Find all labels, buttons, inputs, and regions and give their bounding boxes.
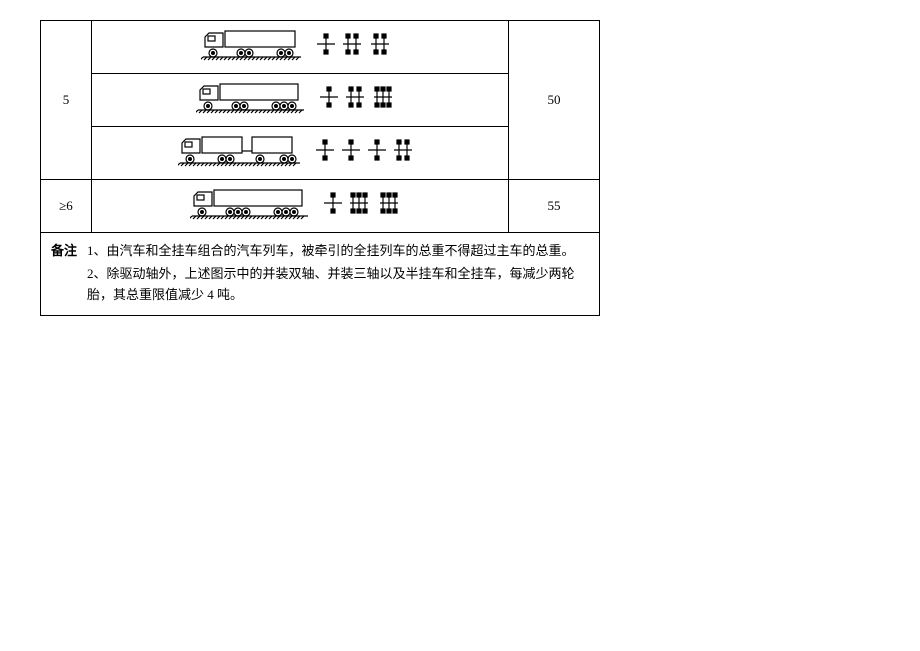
- weight-limit: 55: [509, 180, 600, 233]
- note-item: 2、除驱动轴外，上述图示中的并装双轴、并装三轴以及半挂车和全挂车，每减少两轮胎，…: [87, 264, 589, 306]
- vehicle-diagrams: [92, 21, 509, 180]
- truck-icon: [201, 27, 305, 67]
- axle-icon: [314, 138, 422, 168]
- weight-limit: 50: [509, 21, 600, 180]
- note-item: 1、由汽车和全挂车组合的汽车列车，被牵引的全挂列车的总重不得超过主车的总重。: [87, 241, 589, 262]
- truck-icon: [190, 186, 312, 226]
- truck-icon: [178, 133, 304, 173]
- vehicle-diagrams: [92, 180, 509, 233]
- axle-icon: [315, 32, 399, 62]
- notes-label: 备注: [51, 241, 87, 262]
- truck-icon: [196, 80, 308, 120]
- axle-count: 5: [41, 21, 92, 180]
- axle-icon: [318, 85, 404, 115]
- vehicle-table: 5 50 ≥6 55: [40, 20, 600, 233]
- axle-icon: [322, 191, 410, 221]
- axle-count: ≥6: [41, 180, 92, 233]
- notes-row: 备注 1、由汽车和全挂车组合的汽车列车，被牵引的全挂列车的总重不得超过主车的总重…: [40, 233, 600, 316]
